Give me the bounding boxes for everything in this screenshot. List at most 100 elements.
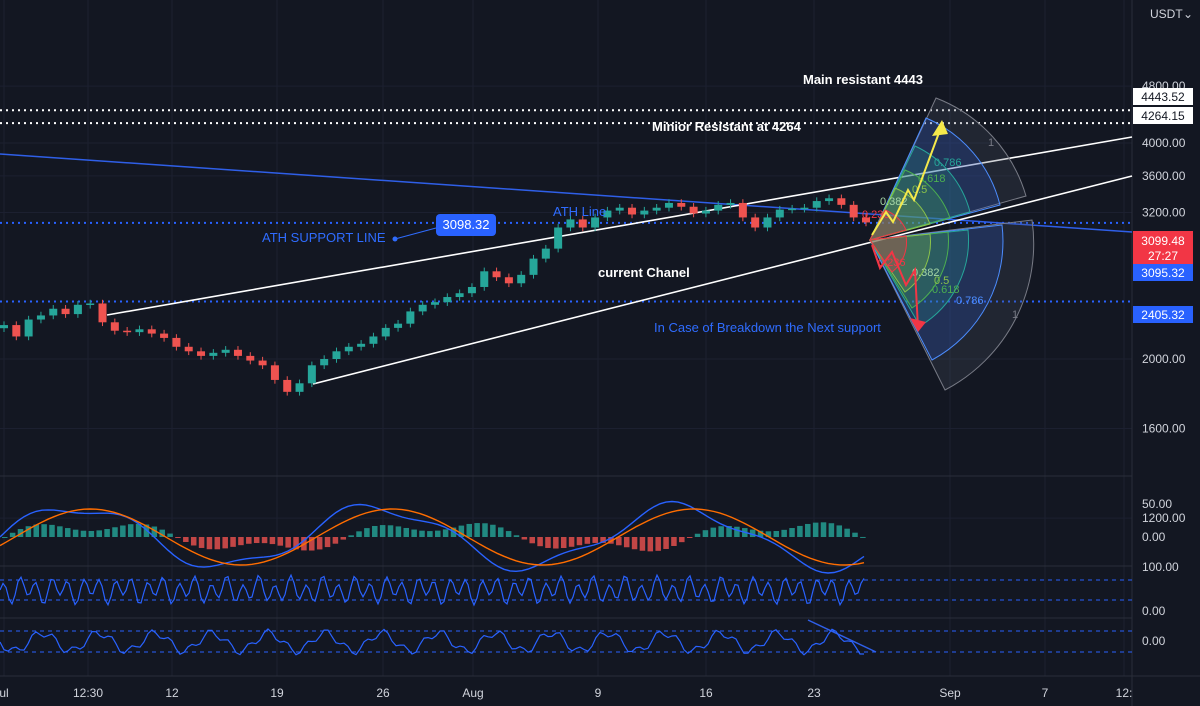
oscillator-panel: 0.00 bbox=[0, 619, 1166, 656]
macd-bar bbox=[852, 532, 858, 537]
time-axis[interactable]: ul 12:30 12 19 26 Aug 9 16 23 Sep 7 12: bbox=[0, 686, 1132, 700]
candle-body bbox=[270, 365, 279, 380]
currency-selector[interactable]: USDT ⌄ bbox=[1150, 7, 1193, 21]
macd-bar bbox=[608, 537, 614, 544]
macd-bar bbox=[411, 529, 417, 537]
rsi-y-label: 100.00 bbox=[1142, 560, 1179, 574]
osc-y-label: 0.00 bbox=[1142, 634, 1166, 648]
grid bbox=[0, 0, 1132, 676]
candle-body bbox=[418, 304, 427, 312]
macd-bar bbox=[49, 524, 55, 537]
macd-bar bbox=[836, 525, 843, 537]
macd-bar bbox=[120, 525, 126, 537]
candle-body bbox=[147, 329, 156, 334]
candle-body bbox=[344, 346, 353, 352]
macd-bar bbox=[497, 527, 504, 537]
macd-bar bbox=[655, 537, 661, 551]
macd-bar bbox=[545, 537, 551, 548]
candle-body bbox=[862, 217, 870, 223]
macd-bar bbox=[379, 525, 386, 537]
candle-body bbox=[591, 217, 600, 228]
macd-bar bbox=[442, 529, 449, 537]
candle-body bbox=[320, 359, 329, 366]
macd-bar bbox=[631, 537, 638, 550]
macd-bar bbox=[261, 537, 268, 544]
macd-bar bbox=[159, 529, 165, 537]
macd-bar bbox=[340, 537, 347, 540]
callout-box[interactable] bbox=[436, 214, 496, 236]
macd-bar bbox=[96, 530, 102, 537]
macd-bar bbox=[230, 537, 236, 547]
macd-bar bbox=[749, 529, 756, 537]
svg-text:27:27: 27:27 bbox=[1148, 249, 1178, 263]
macd-bar bbox=[576, 537, 583, 546]
rsi-panel: 100.00 0.00 bbox=[0, 560, 1179, 618]
minior-resistant-label: Minior Resistant at 4264 bbox=[652, 119, 802, 134]
candle-body bbox=[258, 360, 267, 366]
candle-body bbox=[578, 219, 587, 228]
chevron-down-icon: ⌄ bbox=[1183, 7, 1193, 21]
macd-bar bbox=[2, 537, 8, 538]
candle-body bbox=[615, 207, 624, 211]
candle-body bbox=[332, 351, 341, 359]
macd-bar bbox=[364, 528, 370, 537]
price-tag-4443: 4443.52 bbox=[1133, 88, 1193, 105]
macd-y-label: 0.00 bbox=[1142, 530, 1166, 544]
macd-bar bbox=[253, 537, 260, 544]
macd-bar bbox=[639, 537, 646, 551]
macd-bar bbox=[734, 526, 740, 537]
macd-bar bbox=[387, 525, 394, 537]
main-resistant-label: Main resistant 4443 bbox=[803, 72, 923, 87]
macd-bar bbox=[356, 531, 362, 537]
macd-bar bbox=[332, 537, 339, 544]
macd-bar bbox=[104, 529, 110, 537]
candle-body bbox=[36, 315, 45, 320]
candle-body bbox=[603, 210, 612, 218]
macd-bar bbox=[88, 530, 95, 537]
macd-bar bbox=[427, 531, 433, 537]
macd-bar bbox=[41, 524, 47, 537]
fib-upper-1: 1 bbox=[988, 137, 994, 149]
signal-line bbox=[0, 508, 865, 566]
channel-lower-line bbox=[312, 175, 1133, 385]
candle-body bbox=[517, 274, 526, 284]
macd-bar bbox=[127, 524, 134, 537]
candle-body bbox=[246, 355, 255, 361]
svg-text:3099.48: 3099.48 bbox=[1141, 234, 1185, 248]
macd-bar bbox=[183, 537, 189, 542]
x-tick-label: Aug bbox=[462, 686, 483, 700]
candle-body bbox=[381, 327, 390, 337]
macd-bar bbox=[537, 537, 543, 547]
candle-body bbox=[467, 286, 476, 294]
macd-bar bbox=[513, 535, 520, 537]
candle-body bbox=[492, 271, 501, 278]
macd-bar bbox=[372, 525, 378, 537]
macd-bar bbox=[781, 529, 787, 537]
svg-text:4443.52: 4443.52 bbox=[1141, 90, 1185, 104]
rsi-y-label: 0.00 bbox=[1142, 604, 1166, 618]
macd-bar bbox=[789, 528, 795, 537]
macd-bar bbox=[797, 525, 803, 537]
macd-bar bbox=[9, 532, 16, 537]
projection-down-arrow bbox=[871, 244, 919, 329]
macd-bar bbox=[33, 524, 40, 537]
ath-line-label: ATH Line bbox=[553, 204, 606, 219]
candle-body bbox=[283, 379, 292, 392]
fib-fan-lower bbox=[869, 219, 1035, 391]
macd-bar bbox=[112, 527, 118, 537]
candle-body bbox=[12, 325, 21, 337]
price-axis[interactable]: 4800.004000.003600.003200.002000.001600.… bbox=[1142, 79, 1186, 525]
macd-bar bbox=[246, 537, 252, 544]
candle-body bbox=[184, 346, 193, 352]
candle-body bbox=[24, 319, 33, 337]
candle-body bbox=[431, 302, 439, 305]
candle-body bbox=[751, 217, 760, 228]
svg-text:3095.32: 3095.32 bbox=[1141, 266, 1185, 280]
macd-bar bbox=[616, 537, 622, 546]
candle-body bbox=[233, 349, 242, 356]
macd-bar bbox=[238, 537, 244, 546]
macd-bar bbox=[403, 527, 410, 537]
candle-body bbox=[295, 383, 304, 392]
